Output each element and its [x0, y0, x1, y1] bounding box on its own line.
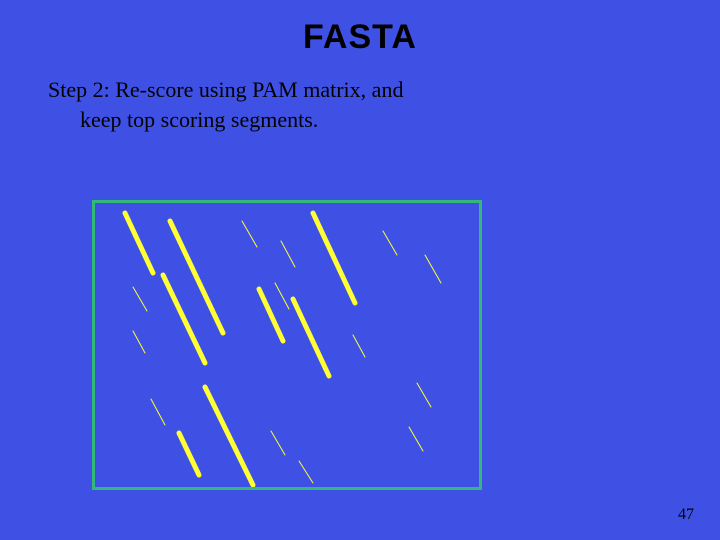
diagonal-segment — [313, 213, 355, 303]
diagonal-segment — [299, 461, 313, 483]
diagonal-segment — [353, 335, 365, 357]
diagonal-segment — [409, 427, 423, 451]
diagonal-segment — [293, 299, 329, 376]
diagonal-segment — [383, 231, 397, 255]
dotplot-diagram — [95, 203, 479, 487]
step-description: Step 2: Re-score using PAM matrix, and k… — [0, 57, 720, 134]
diagonal-segment — [259, 289, 283, 341]
diagonal-segment — [170, 221, 223, 333]
thick-segment-group — [125, 213, 355, 485]
diagonal-segment — [242, 221, 257, 247]
diagonal-segment — [163, 275, 205, 363]
diagonal-segment — [179, 433, 199, 475]
diagonal-segment — [417, 383, 431, 407]
diagonal-segment — [133, 287, 147, 311]
diagonal-segment — [425, 255, 441, 283]
diagonal-segment — [281, 241, 295, 267]
thin-segment-group — [133, 221, 441, 483]
page-number: 47 — [678, 506, 694, 524]
diagonal-segment — [151, 399, 165, 425]
step-line-2: keep top scoring segments. — [48, 105, 720, 135]
diagonal-segment — [275, 283, 289, 309]
diagonal-segment — [133, 331, 145, 353]
step-line-1: Step 2: Re-score using PAM matrix, and — [48, 75, 720, 105]
page-title: FASTA — [0, 0, 720, 57]
diagonal-segment — [125, 213, 153, 273]
diagonal-segment — [271, 431, 285, 455]
diagonal-segment — [205, 387, 253, 485]
